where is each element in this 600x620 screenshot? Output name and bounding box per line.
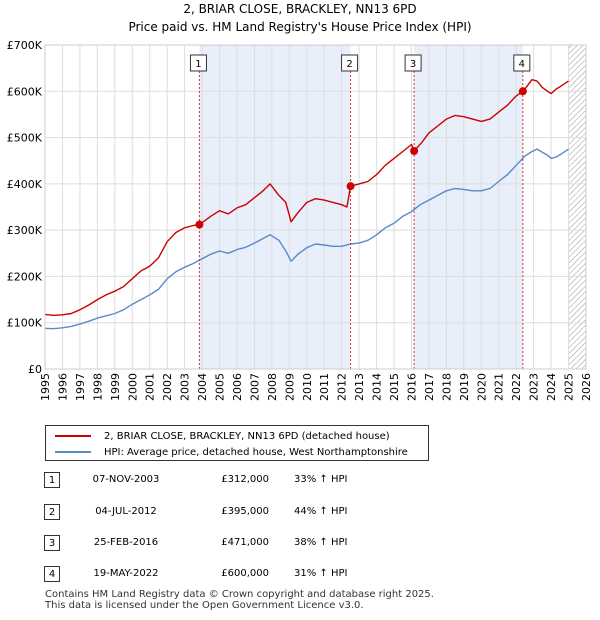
sale-point: [410, 146, 419, 155]
legend-label-hpi: HPI: Average price, detached house, West…: [104, 446, 408, 458]
sale-badge-box: [341, 54, 359, 72]
x-tick-label: 1999: [109, 373, 122, 401]
x-tick-label: 2000: [126, 373, 139, 401]
x-tick-label: 2013: [353, 373, 366, 401]
y-tick-label: £500K: [7, 132, 43, 145]
footer-licence: This data is licensed under the Open Gov…: [45, 600, 364, 611]
sale-hpi-change: 33% ↑ HPI: [294, 474, 348, 485]
legend-swatch-hpi: [55, 451, 91, 453]
sale-badge-label: 1: [195, 59, 201, 70]
legend-item-property: 2, BRIAR CLOSE, BRACKLEY, NN13 6PD (deta…: [46, 428, 390, 444]
x-tick-label: 2003: [179, 373, 192, 401]
y-tick-label: £700K: [7, 39, 43, 52]
sale-price: £600,000: [221, 568, 269, 579]
x-tick-label: 2020: [475, 373, 488, 401]
y-tick-label: £0: [28, 363, 42, 376]
sale-badge-box: [513, 54, 531, 72]
x-tick-label: 2005: [214, 373, 227, 401]
sale-point: [346, 182, 355, 191]
x-tick-label: 2006: [231, 373, 244, 401]
table-row: 4 19-MAY-2022 £600,000 31% ↑ HPI: [44, 566, 444, 584]
sale-badge-label: 3: [410, 59, 416, 70]
legend-swatch-property: [55, 435, 91, 437]
x-tick-label: 2026: [580, 373, 593, 401]
sale-hpi-change: 38% ↑ HPI: [294, 537, 348, 548]
sale-price: £395,000: [221, 506, 269, 517]
y-tick-label: £200K: [7, 270, 43, 283]
chart-title: 2, BRIAR CLOSE, BRACKLEY, NN13 6PD: [183, 2, 416, 16]
x-tick-label: 2010: [301, 373, 314, 401]
x-tick-label: 2016: [405, 373, 418, 401]
plot-area: [44, 44, 587, 370]
legend: 2, BRIAR CLOSE, BRACKLEY, NN13 6PD (deta…: [45, 425, 429, 461]
x-tick-label: 1995: [39, 373, 52, 401]
sale-point: [195, 220, 204, 229]
y-tick-label: £300K: [7, 224, 43, 237]
hpi-line: [45, 148, 569, 330]
sale-date: 19-MAY-2022: [93, 568, 159, 579]
sale-badge-label: 2: [346, 59, 352, 70]
sale-point: [518, 87, 527, 96]
x-tick-label: 2004: [196, 373, 209, 401]
x-tick-label: 2009: [283, 373, 296, 401]
sale-hpi-change: 31% ↑ HPI: [294, 568, 348, 579]
x-tick-label: 1996: [56, 373, 69, 401]
x-tick-label: 2011: [318, 373, 331, 401]
shaded-period: [414, 45, 523, 369]
x-tick-label: 2001: [144, 373, 157, 401]
y-tick-label: £600K: [7, 85, 43, 98]
y-tick-label: £100K: [7, 317, 43, 330]
x-tick-label: 2007: [248, 373, 261, 401]
table-row: 2 04-JUL-2012 £395,000 44% ↑ HPI: [44, 504, 444, 522]
x-tick-label: 1997: [74, 373, 87, 401]
sale-date: 04-JUL-2012: [95, 506, 157, 517]
sale-badge-box: [404, 54, 422, 72]
sale-badge: 3: [44, 535, 60, 551]
y-tick-label: £400K: [7, 178, 43, 191]
sale-badge: 1: [44, 472, 60, 488]
sale-date: 25-FEB-2016: [93, 537, 159, 548]
price-chart: 2, BRIAR CLOSE, BRACKLEY, NN13 6PD Price…: [7, 2, 593, 401]
x-tick-label: 2008: [266, 373, 279, 401]
x-tick-label: 2017: [423, 373, 436, 401]
table-row: 1 07-NOV-2003 £312,000 33% ↑ HPI: [44, 472, 444, 490]
footer-copyright: Contains HM Land Registry data © Crown c…: [45, 589, 434, 600]
forecast-region: [568, 45, 586, 369]
x-tick-label: 2012: [336, 373, 349, 401]
x-tick-label: 2023: [528, 373, 541, 401]
sale-date: 07-NOV-2003: [92, 474, 160, 485]
table-row: 3 25-FEB-2016 £471,000 38% ↑ HPI: [44, 535, 444, 553]
sale-badge-box: [189, 54, 207, 72]
x-tick-label: 2024: [545, 373, 558, 401]
x-tick-label: 2022: [510, 373, 523, 401]
sale-price: £471,000: [221, 537, 269, 548]
sale-hpi-change: 44% ↑ HPI: [294, 506, 348, 517]
chart-subtitle: Price paid vs. HM Land Registry's House …: [128, 20, 471, 34]
x-tick-label: 2014: [371, 373, 384, 401]
property-price-line: [45, 78, 569, 316]
x-tick-label: 2018: [440, 373, 453, 401]
sale-badge: 4: [44, 566, 60, 582]
x-tick-label: 2015: [388, 373, 401, 401]
sale-price: £312,000: [221, 474, 269, 485]
legend-label-property: 2, BRIAR CLOSE, BRACKLEY, NN13 6PD (deta…: [104, 430, 390, 442]
sale-badge: 2: [44, 504, 60, 520]
sale-badge-label: 4: [519, 59, 525, 70]
x-tick-label: 2021: [493, 373, 506, 401]
footer: Contains HM Land Registry data © Crown c…: [45, 589, 434, 611]
legend-item-hpi: HPI: Average price, detached house, West…: [46, 444, 408, 460]
x-tick-label: 1998: [91, 373, 104, 401]
x-tick-label: 2025: [563, 373, 576, 401]
x-tick-label: 2002: [161, 373, 174, 401]
shaded-period: [199, 45, 351, 369]
x-tick-label: 2019: [458, 373, 471, 401]
